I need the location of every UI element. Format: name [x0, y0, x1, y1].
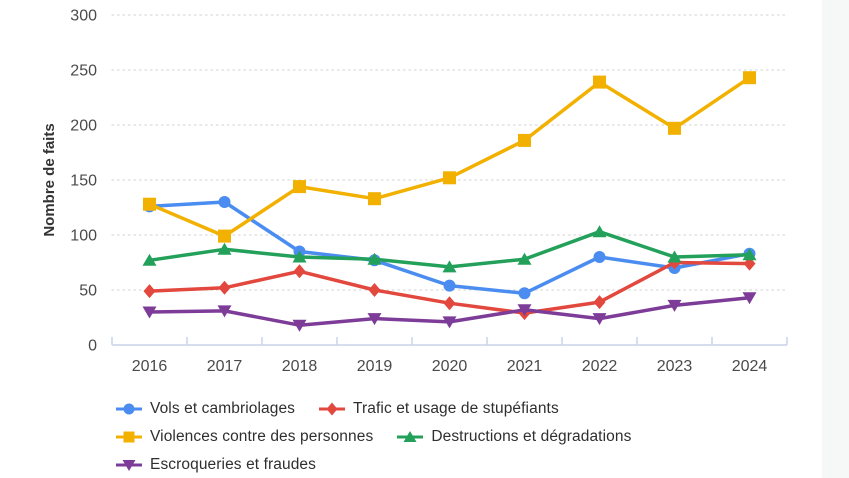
series-marker-3	[442, 260, 457, 273]
series-marker-1	[143, 284, 156, 299]
series-marker-2	[293, 180, 306, 194]
x-tick-label: 2022	[582, 358, 618, 375]
square-legend-icon	[116, 431, 142, 443]
series-marker-4	[592, 313, 607, 326]
legend-label: Escroqueries et fraudes	[150, 456, 316, 473]
series-marker-4	[667, 299, 682, 312]
legend-item-3[interactable]: Destructions et dégradations	[397, 428, 631, 446]
legend-item-0[interactable]: Vols et cambriolages	[116, 400, 295, 418]
series-marker-3	[592, 225, 607, 238]
series-marker-2	[743, 71, 756, 85]
legend-label: Trafic et usage de stupéfiants	[353, 400, 559, 417]
x-tick-label: 2020	[432, 358, 468, 375]
legend-item-4[interactable]: Escroqueries et fraudes	[116, 456, 316, 474]
series-marker-1	[368, 283, 381, 297]
series-marker-4	[142, 306, 157, 319]
legend-item-1[interactable]: Trafic et usage de stupéfiants	[319, 400, 559, 418]
series-marker-4	[517, 304, 532, 317]
series-marker-4	[367, 313, 382, 326]
x-tick-label: 2021	[507, 358, 543, 375]
series-marker-3	[217, 242, 232, 255]
series-marker-3	[517, 252, 532, 265]
legend-item-2[interactable]: Violences contre des personnes	[116, 428, 373, 446]
y-tick-label: 250	[70, 63, 97, 80]
series-marker-1	[293, 264, 306, 279]
series-marker-1	[593, 295, 606, 310]
series-marker-2	[143, 197, 156, 211]
series-marker-3	[367, 252, 382, 265]
y-axis-title: Nombre de faits	[41, 123, 58, 236]
series-marker-3	[742, 248, 757, 261]
series-marker-3	[292, 250, 307, 263]
triangle-down-icon	[122, 460, 136, 471]
diamond-icon	[326, 402, 338, 416]
series-marker-0	[518, 287, 531, 300]
y-tick-label: 150	[70, 173, 97, 190]
square-icon	[123, 431, 135, 443]
series-marker-4	[217, 305, 232, 318]
x-tick-label: 2019	[357, 358, 393, 375]
series-marker-2	[668, 121, 681, 135]
x-tick-label: 2024	[732, 358, 768, 375]
right-edge-strip	[822, 0, 849, 478]
series-marker-2	[593, 75, 606, 89]
triangle-up-icon	[403, 431, 417, 442]
series-marker-3	[142, 253, 157, 266]
legend-label: Violences contre des personnes	[150, 428, 374, 445]
series-marker-0	[443, 279, 456, 292]
x-tick-label: 2018	[282, 358, 318, 375]
circle-icon	[123, 403, 135, 415]
series-marker-4	[442, 316, 457, 329]
triangle-down-legend-icon	[116, 460, 142, 471]
series-marker-2	[518, 133, 531, 147]
legend-label: Vols et cambriolages	[150, 400, 296, 417]
chart-legend: Vols et cambriolages Trafic et usage de s…	[116, 395, 631, 478]
x-tick-label: 2017	[207, 358, 243, 375]
series-marker-2	[443, 171, 456, 185]
legend-row: Escroqueries et fraudes	[116, 451, 631, 478]
series-marker-4	[292, 319, 307, 332]
legend-label: Destructions et dégradations	[431, 428, 632, 445]
series-marker-0	[218, 196, 231, 208]
series-marker-2	[218, 229, 231, 243]
series-marker-4	[742, 292, 757, 305]
series-marker-0	[593, 251, 606, 263]
series-marker-1	[218, 280, 231, 295]
series-marker-1	[443, 296, 456, 311]
triangle-up-legend-icon	[397, 431, 424, 442]
diamond-legend-icon	[319, 402, 346, 416]
x-tick-label: 2016	[132, 358, 168, 375]
circle-legend-icon	[116, 403, 142, 415]
series-marker-2	[368, 192, 381, 206]
series-marker-3	[667, 250, 682, 263]
y-tick-label: 50	[79, 283, 97, 300]
legend-row: Vols et cambriolages Trafic et usage de s…	[116, 395, 631, 423]
y-tick-label: 0	[88, 338, 97, 355]
y-tick-label: 100	[70, 228, 97, 245]
y-tick-label: 200	[70, 118, 97, 135]
y-tick-label: 300	[70, 8, 97, 25]
legend-row: Violences contre des personnes Destructio…	[116, 423, 631, 451]
x-tick-label: 2023	[657, 358, 693, 375]
